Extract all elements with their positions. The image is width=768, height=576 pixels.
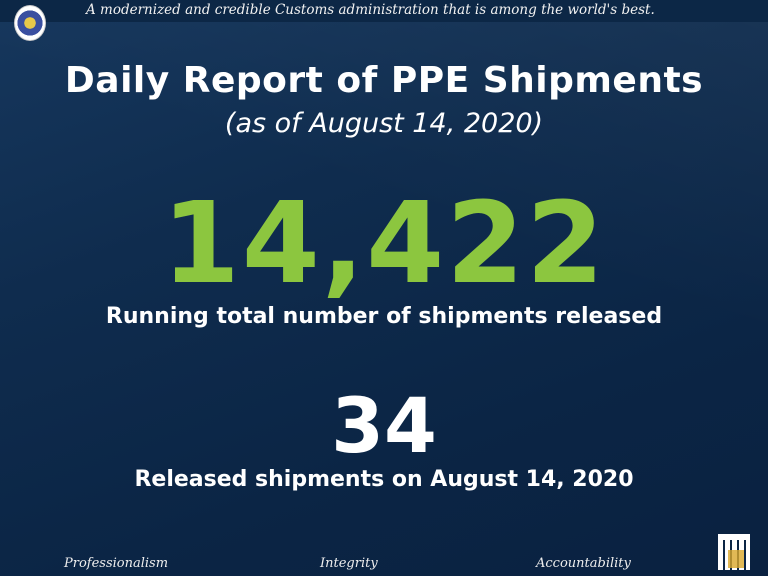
running-total-label: Running total number of shipments releas… — [105, 304, 663, 329]
footer-value-professionalism: Professionalism — [64, 556, 169, 571]
bureau-of-customs-logo — [718, 534, 750, 570]
top-banner — [0, 0, 768, 22]
motto: A modernized and credible Customs admini… — [86, 2, 655, 18]
footer-value-integrity: Integrity — [320, 556, 378, 571]
department-of-finance-seal-logo — [14, 5, 46, 41]
report-title: Daily Report of PPE Shipments — [64, 60, 704, 101]
footer-value-accountability: Accountability — [536, 556, 631, 571]
report-date: (as of August 14, 2020) — [224, 108, 544, 139]
daily-count-label: Released shipments on August 14, 2020 — [134, 467, 634, 492]
running-total-value: 14,422 — [161, 179, 607, 309]
daily-count-value: 34 — [331, 381, 437, 470]
